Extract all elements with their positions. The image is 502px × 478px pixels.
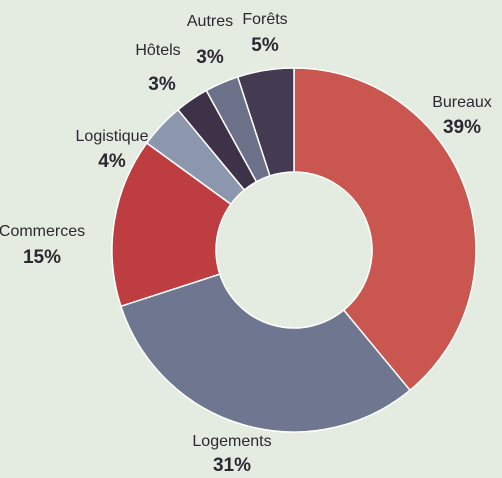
value-label: 15%	[23, 247, 61, 268]
category-label: Autres	[187, 13, 233, 30]
donut-segment	[111, 141, 232, 308]
value-label: 3%	[196, 47, 224, 68]
category-label: Forêts	[242, 11, 287, 28]
value-label: 31%	[213, 455, 251, 476]
category-label: Commerces	[0, 223, 85, 240]
category-label: Logistique	[76, 128, 149, 145]
value-label: 39%	[443, 117, 481, 138]
category-label: Hôtels	[135, 42, 180, 59]
category-label: Bureaux	[432, 94, 492, 111]
category-label: Logements	[192, 433, 271, 450]
value-label: 4%	[98, 151, 126, 172]
value-label: 5%	[251, 35, 279, 56]
value-label: 3%	[148, 74, 176, 95]
donut-segment	[119, 273, 412, 433]
donut-segment	[293, 67, 477, 392]
donut-segment	[236, 67, 295, 177]
